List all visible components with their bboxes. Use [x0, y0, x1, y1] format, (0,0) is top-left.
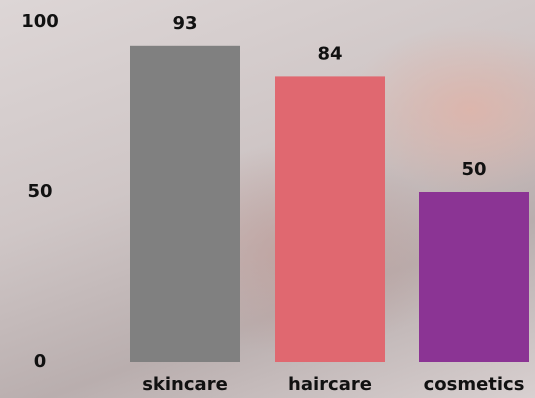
bar [419, 192, 529, 362]
x-tick-label: cosmetics [424, 374, 525, 395]
bar [130, 45, 240, 363]
bar [275, 76, 385, 363]
x-tick-label: haircare [288, 374, 372, 395]
y-tick-label: 50 [27, 181, 52, 202]
x-tick-label: skincare [142, 374, 228, 395]
value-label: 93 [172, 13, 197, 34]
y-tick-label: 0 [34, 351, 47, 372]
value-label: 50 [461, 159, 486, 180]
y-tick-label: 100 [21, 11, 59, 32]
value-label: 84 [317, 43, 342, 64]
